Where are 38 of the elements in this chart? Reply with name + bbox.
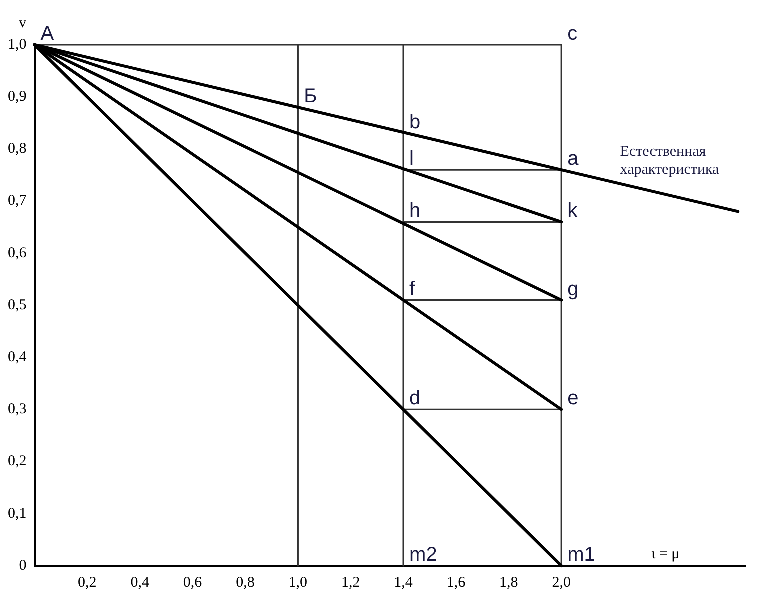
x-tick-label: 0,2 [78, 574, 97, 591]
x-tick-label: 1,8 [500, 574, 518, 591]
y-tick-label: 1,0 [8, 36, 27, 53]
x-tick-label: 1,4 [394, 574, 414, 591]
x-tick-label: 1,6 [446, 574, 466, 591]
y-tick-label: 0,7 [8, 193, 28, 210]
y-tick-label: 0,2 [8, 454, 27, 470]
y-tick-label: 0,5 [8, 297, 27, 314]
y-tick-label: 0,8 [8, 141, 27, 158]
annotation: h [410, 200, 421, 222]
annotation: m1 [568, 544, 596, 566]
annotation: b [410, 112, 421, 134]
annotation: m2 [410, 544, 438, 566]
annotation: c [568, 23, 578, 45]
annotation: k [568, 200, 579, 222]
y-tick-label: 0,9 [8, 89, 27, 106]
y-tick-label: 0 [19, 558, 27, 574]
x-tick-label: 2,0 [552, 574, 571, 591]
y-tick-label: 0,3 [8, 402, 27, 418]
x-tick-label: 0,8 [236, 574, 255, 591]
annotation: Естественная характеристика [620, 144, 720, 178]
annotation: A [40, 23, 55, 45]
x-axis-title: ι = μ [652, 546, 680, 562]
x-tick-label: 1,0 [288, 574, 308, 591]
annotation: l [410, 148, 414, 170]
y-tick-label: 0,4 [8, 350, 28, 366]
annotation: f [410, 278, 416, 300]
y-tick-label: 0,6 [8, 245, 28, 262]
x-tick-label: 0,4 [130, 574, 150, 591]
y-axis-title: v [19, 15, 27, 32]
annotation: g [568, 278, 579, 300]
annotation: Б [304, 86, 318, 108]
annotation: e [568, 388, 579, 410]
y-tick-label: 0,1 [8, 506, 27, 522]
annotation: a [568, 148, 580, 170]
x-tick-label: 1,2 [341, 574, 360, 591]
x-tick-label: 0,6 [183, 574, 203, 591]
annotation: d [410, 388, 421, 410]
